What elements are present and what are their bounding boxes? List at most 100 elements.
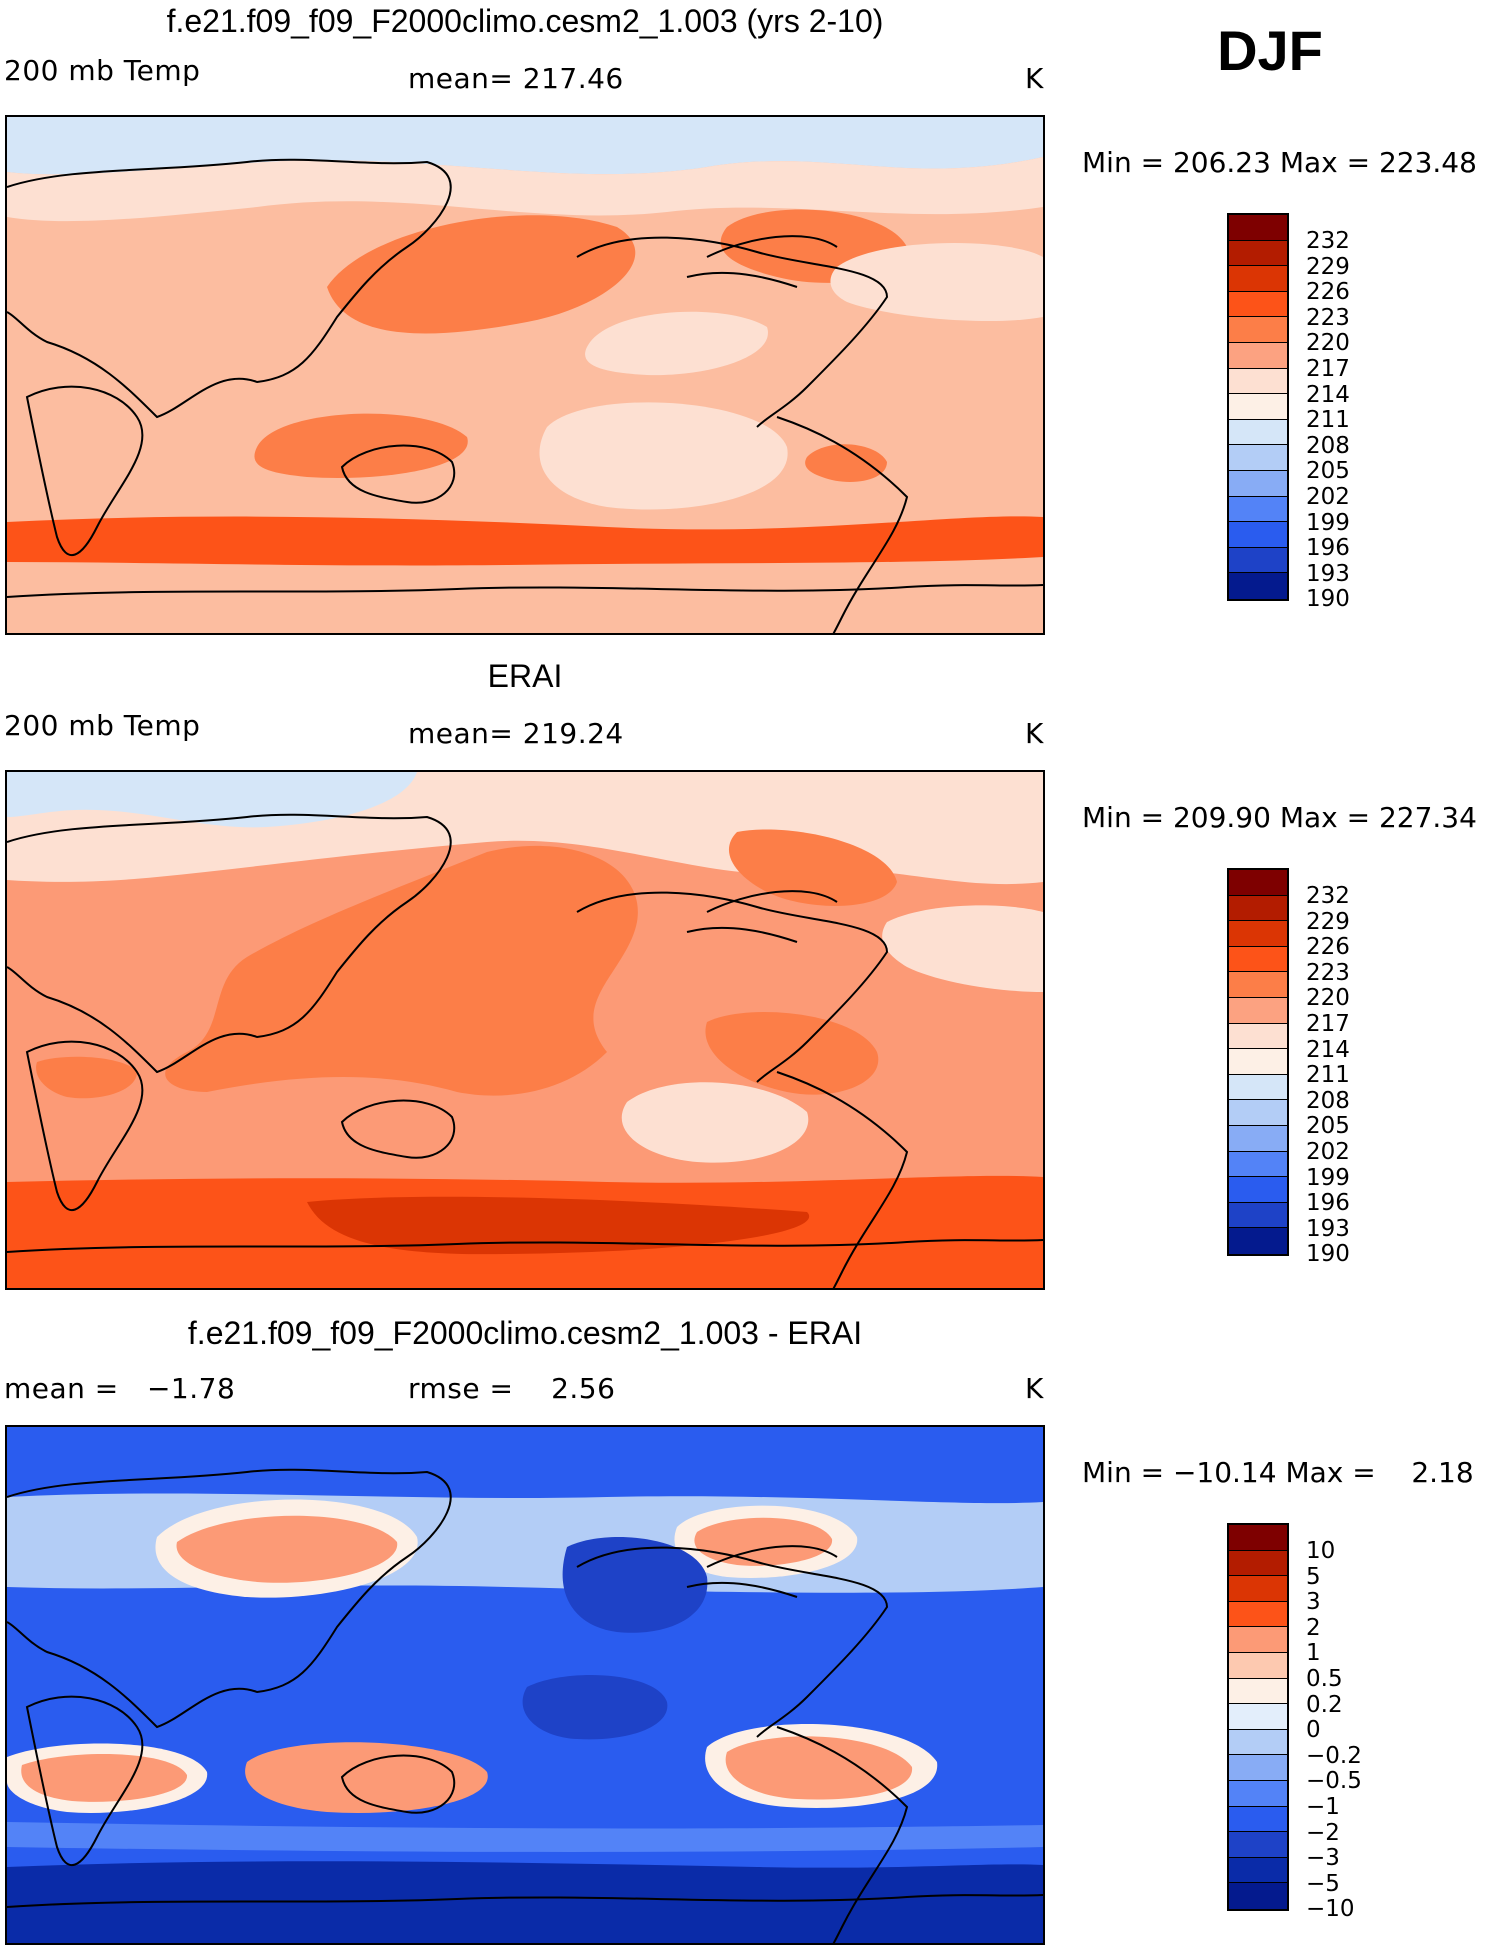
panel-3-colorbar-tick: 1 — [1306, 1640, 1321, 1666]
panel-1-australia-coast — [340, 444, 456, 504]
panel-2-colorbar-tick: 205 — [1306, 1113, 1350, 1139]
panel-2-colorbar-tick: 223 — [1306, 960, 1350, 986]
panel-2-colorbar-tick: 226 — [1306, 934, 1350, 960]
panel-2-colorbar-tick: 202 — [1306, 1139, 1350, 1165]
panel-3-rmse: rmse = 2.56 — [408, 1372, 616, 1405]
panel-2-minmax: Min = 209.90 Max = 227.34 — [1082, 801, 1477, 834]
panel-3-colorbar-tick: −0.2 — [1306, 1743, 1362, 1769]
panel-3-southern-africa-core — [21, 1754, 188, 1802]
panel-1-colorbar-tick: 220 — [1306, 330, 1350, 356]
panel-1-colorbar-cell — [1229, 547, 1287, 574]
panel-1-colorbar-cell — [1229, 368, 1287, 395]
panel-1-high-lat-light-band — [7, 157, 1043, 222]
panel-2-arctic-cool-patch — [7, 772, 417, 828]
panel-3-tropical-negative — [522, 1675, 668, 1740]
panel-1-south-america-coast — [776, 416, 909, 633]
panel-1-colorbar-tick: 196 — [1306, 535, 1350, 561]
panel-3-colorbar-cell — [1229, 1704, 1287, 1730]
panel-1-map-canvas — [7, 117, 1043, 633]
panel-3-colorbar-tick: 0.5 — [1306, 1666, 1343, 1692]
panel-3-pacific-negative-core — [562, 1537, 708, 1633]
panel-3-colorbar — [1227, 1523, 1289, 1911]
panel-2-south-america-coast — [776, 1071, 909, 1288]
panel-1-colorbar-tick: 217 — [1306, 356, 1350, 382]
panel-1-colorbar — [1227, 213, 1289, 601]
panel-1-colorbar-tick: 193 — [1306, 561, 1350, 587]
panel-2-north-atlantic-light — [882, 905, 1043, 992]
panel-2-north-america-warm — [728, 829, 897, 906]
panel-3-australia-positive — [245, 1742, 488, 1813]
panel-1-colorbar-tick: 205 — [1306, 458, 1350, 484]
panel-2-colorbar-cell — [1229, 972, 1287, 998]
panel-1-south-america-warm — [805, 444, 887, 482]
panel-3-colorbar-cell — [1229, 1780, 1287, 1807]
panel-3-antarctica-coast — [7, 1894, 1043, 1908]
panel-3-colorbar-cell — [1229, 1576, 1287, 1602]
panel-2-colorbar-cell — [1229, 1228, 1287, 1254]
panel-3-colorbar-tick: −10 — [1306, 1896, 1355, 1922]
panel-2-colorbar — [1227, 868, 1289, 1256]
panel-3-antarctic-negative-band — [7, 1861, 1043, 1943]
panel-1-colorbar-cell — [1229, 419, 1287, 446]
panel-1-colorbar-tick: 199 — [1306, 510, 1350, 536]
panel-1-southern-warm-band — [7, 516, 1043, 566]
panel-3-colorbar-cell — [1229, 1652, 1287, 1679]
panel-3-north-america-coast — [576, 1546, 889, 1738]
panel-1-colorbar-tick: 232 — [1306, 228, 1350, 254]
panel-3-units: K — [1025, 1372, 1044, 1405]
panel-1-central-pacific-cool — [585, 311, 768, 376]
panel-3-colorbar-cell — [1229, 1832, 1287, 1858]
panel-2-south-america-warm — [705, 1012, 879, 1095]
panel-2-colorbar-cell — [1229, 946, 1287, 973]
panel-3-colorbar-cell — [1229, 1550, 1287, 1577]
panel-1-africa-coast — [25, 385, 144, 557]
panel-3-colorbar-tick: −5 — [1306, 1871, 1340, 1897]
panel-1-colorbar-cell — [1229, 240, 1287, 267]
panel-2-eurasia-coast — [7, 813, 452, 1074]
panel-1-australia-warm — [254, 413, 468, 478]
panel-2-antarctica-coast — [7, 1239, 1043, 1253]
panel-3-colorbar-tick: 2 — [1306, 1615, 1321, 1641]
panel-2-colorbar-tick: 232 — [1306, 883, 1350, 909]
panel-1-colorbar-cell — [1229, 266, 1287, 292]
panel-1-map — [5, 115, 1045, 635]
panel-3-colorbar-tick: −1 — [1306, 1794, 1340, 1820]
panel-2-antarctic-max — [307, 1196, 810, 1255]
panel-3-south-america-coast — [776, 1726, 909, 1943]
panel-2-units: K — [1025, 717, 1044, 750]
panel-3-minmax: Min = −10.14 Max = 2.18 — [1082, 1456, 1474, 1489]
panel-2-coastlines — [7, 813, 1043, 1288]
panel-3-colorbar-cell — [1229, 1525, 1287, 1551]
panel-3-midlatitude-band — [7, 1822, 1043, 1852]
panel-1-antarctica-coast — [7, 584, 1043, 598]
panel-3-south-america-positive — [725, 1736, 913, 1800]
panel-2-africa-warm — [36, 1056, 137, 1099]
panel-2-colorbar-cell — [1229, 1125, 1287, 1152]
panel-1-colorbar-cell — [1229, 470, 1287, 497]
panel-3-map-canvas — [7, 1427, 1043, 1943]
panel-1-colorbar-tick: 214 — [1306, 382, 1350, 408]
panel-2-colorbar-cell — [1229, 895, 1287, 922]
panel-3-colorbar-tick: 10 — [1306, 1538, 1336, 1564]
panel-1-colorbar-cell — [1229, 496, 1287, 523]
panel-2-colorbar-tick: 220 — [1306, 985, 1350, 1011]
panel-1-mean: mean= 217.46 — [408, 62, 624, 95]
panel-3-arctic-islands — [686, 1545, 838, 1598]
panel-3-colorbar-tick: −3 — [1306, 1845, 1340, 1871]
panel-1-colorbar-cell — [1229, 522, 1287, 548]
panel-3-colorbar-cell — [1229, 1729, 1287, 1756]
panel-1-south-pacific-cool — [539, 402, 788, 510]
panel-1-units: K — [1025, 62, 1044, 95]
panel-2-colorbar-cell — [1229, 1100, 1287, 1126]
panel-2-colorbar-cell — [1229, 921, 1287, 947]
panel-3-eurasia-coast — [7, 1468, 452, 1729]
panel-1-colorbar-tick: 226 — [1306, 279, 1350, 305]
panel-3-title: f.e21.f09_f09_F2000climo.cesm2_1.003 - E… — [187, 1315, 863, 1351]
panel-3-colorbar-tick: 3 — [1306, 1589, 1321, 1615]
panel-3-asia-positive-core — [176, 1515, 398, 1583]
panel-1-arctic-cool-band — [7, 117, 1043, 175]
panel-1-colorbar-tick: 211 — [1306, 407, 1350, 433]
panel-2-north-america-coast — [576, 891, 889, 1083]
season-label: DJF — [1217, 19, 1323, 82]
panel-1-colorbar-cell — [1229, 317, 1287, 343]
